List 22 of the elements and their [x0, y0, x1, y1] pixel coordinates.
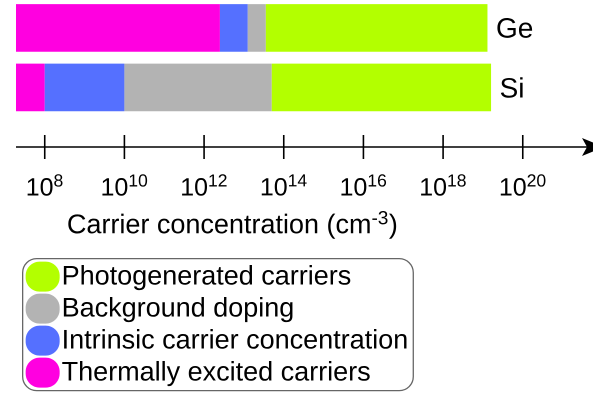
- x-tick-label: 10$^{16}$: [341, 174, 386, 196]
- bar: [220, 4, 248, 52]
- y-tick-label: Ge: [497, 18, 532, 38]
- bar: [266, 4, 488, 52]
- legend-label: Intrinsic carrier concentration: [64, 328, 406, 349]
- x-axis-title: Carrier concentration (cm$^{-3}$): [68, 211, 396, 239]
- bar: [16, 64, 45, 112]
- bar: [44, 64, 124, 112]
- bar: [272, 64, 492, 112]
- legend-label: Thermally excited carriers: [62, 360, 370, 386]
- x-tick-label: 10$^{14}$: [262, 174, 307, 196]
- bar: [16, 4, 220, 52]
- x-tick-label: 10$^{8}$: [28, 174, 62, 196]
- legend-label: Background doping: [64, 296, 293, 322]
- x-tick-label: 10$^{10}$: [102, 174, 148, 196]
- x-tick-label: 10$^{20}$: [500, 174, 546, 196]
- y-tick-label: Si: [500, 77, 523, 98]
- legend-label: Photogenerated carriers: [64, 264, 350, 290]
- bar: [248, 4, 266, 52]
- x-tick-label: 10$^{12}$: [182, 174, 227, 196]
- bar: [124, 64, 272, 112]
- x-tick-label: 10$^{18}$: [421, 174, 466, 196]
